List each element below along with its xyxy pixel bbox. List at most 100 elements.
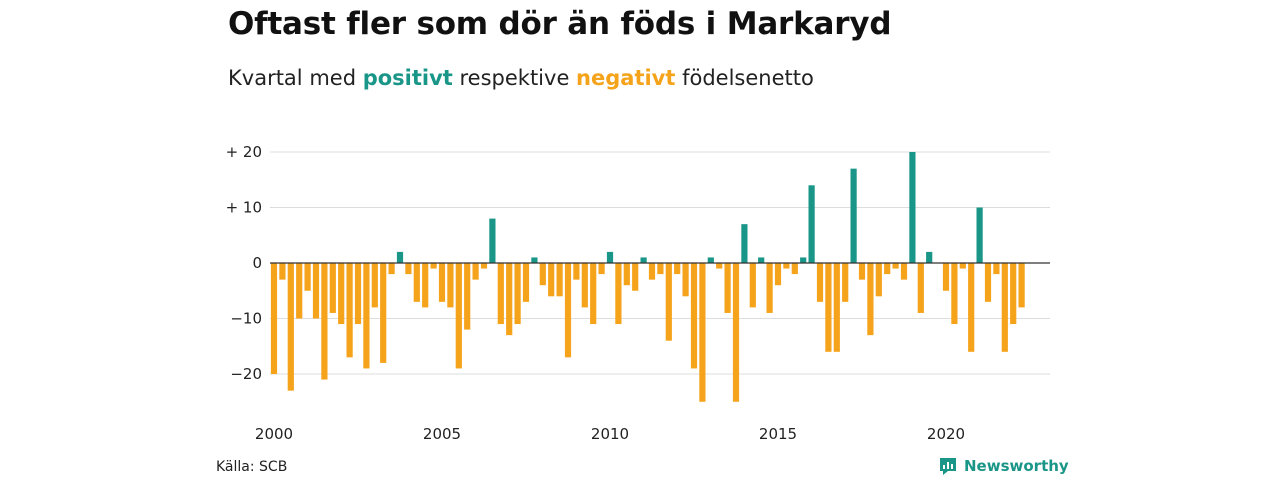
bar: [867, 263, 874, 336]
bar: [850, 168, 857, 263]
bar: [909, 152, 916, 263]
bar: [270, 263, 278, 374]
y-tick-label: −20: [230, 365, 262, 383]
bar: [749, 263, 756, 308]
x-tick-label: 2015: [759, 425, 797, 443]
bar: [707, 257, 714, 263]
bar: [741, 224, 748, 263]
bar: [682, 263, 689, 297]
bar: [758, 257, 765, 263]
bar: [413, 263, 420, 302]
bar: [690, 263, 698, 369]
bar: [539, 263, 546, 286]
chart-title: Oftast fler som dör än föds i Markaryd: [228, 6, 892, 42]
bar: [287, 263, 294, 391]
bar: [926, 251, 933, 263]
bar: [674, 263, 681, 275]
bar: [724, 263, 731, 313]
subtitle-prefix: Kvartal med: [228, 66, 363, 90]
x-tick-label: 2010: [591, 425, 629, 443]
bar: [968, 263, 975, 352]
bar: [329, 263, 336, 313]
bar: [959, 263, 966, 269]
bar: [1018, 263, 1025, 308]
bar: [380, 263, 387, 363]
bar: [783, 263, 790, 269]
bar: [884, 263, 891, 275]
bar: [800, 257, 807, 263]
bars: [270, 152, 1025, 402]
bar: [833, 263, 840, 352]
bar: [791, 263, 798, 275]
bar: [396, 251, 404, 263]
y-tick-label: 0: [252, 254, 262, 272]
x-tick-label: 2020: [927, 425, 965, 443]
bar: [590, 263, 597, 325]
bar: [514, 263, 521, 325]
axes: + 20 + 10 0 −10 −20 2000 2005 2010 2015 2020: [226, 143, 1050, 443]
bar: [371, 263, 378, 308]
bar: [363, 263, 370, 369]
bar: [405, 263, 412, 275]
bar: [900, 263, 908, 280]
bar: [464, 263, 471, 330]
bar: [665, 263, 672, 341]
bar: [716, 263, 723, 269]
bar: [875, 263, 882, 297]
bar: [808, 185, 815, 263]
bar: [338, 263, 345, 325]
bar: [522, 263, 530, 302]
bar: [1010, 263, 1017, 325]
bar: [497, 263, 504, 325]
bar: [606, 251, 614, 263]
bar: [1001, 263, 1008, 352]
bar: [304, 263, 311, 291]
bar: [296, 263, 303, 319]
bar: [892, 263, 899, 269]
bar: [825, 263, 832, 352]
bar: [581, 263, 588, 308]
bar: [942, 263, 950, 291]
bar: [648, 263, 656, 280]
bar: [573, 263, 580, 280]
newsworthy-logo-icon: [940, 458, 956, 475]
bar: [489, 218, 496, 263]
bar: [766, 263, 773, 313]
bar: [506, 263, 513, 336]
bar: [346, 263, 353, 358]
bar: [447, 263, 454, 308]
bar: [556, 263, 563, 297]
y-tick-label: + 20: [226, 143, 262, 161]
bar: [312, 263, 320, 319]
bar: [951, 263, 958, 325]
bar: [842, 263, 849, 302]
brand-name: Newsworthy: [964, 457, 1069, 475]
bar: [531, 257, 538, 263]
brand-logo: Newsworthy: [938, 456, 1069, 476]
x-tick-label: 2000: [255, 425, 293, 443]
chart-subtitle: Kvartal med positivt respektive negativt…: [228, 66, 814, 90]
source-note: Källa: SCB: [216, 459, 288, 475]
bar: [657, 263, 664, 275]
bar: [598, 263, 605, 275]
bar: [774, 263, 782, 286]
bar: [699, 263, 706, 402]
bar: [430, 263, 437, 269]
y-tick-label: −10: [230, 310, 262, 328]
bar: [623, 263, 630, 286]
bar: [732, 263, 740, 402]
bar: [976, 207, 983, 263]
bar: [564, 263, 572, 358]
bar: [354, 263, 362, 325]
bar: [917, 263, 924, 313]
bar: [279, 263, 286, 280]
x-tick-label: 2005: [423, 425, 461, 443]
bar: [548, 263, 555, 297]
bar: [984, 263, 992, 302]
subtitle-middle: respektive: [452, 66, 577, 90]
bar: [321, 263, 328, 380]
subtitle-suffix: födelsenetto: [675, 66, 814, 90]
bar: [816, 263, 824, 302]
bar: [993, 263, 1000, 275]
